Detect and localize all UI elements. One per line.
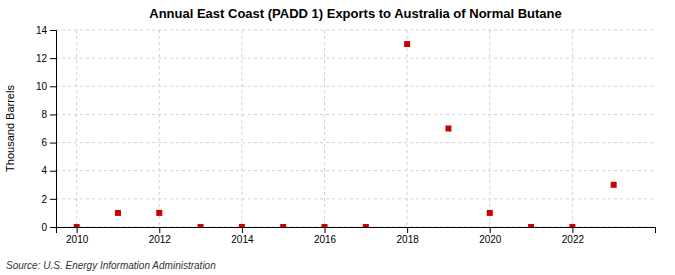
point [528, 224, 534, 227]
tick-mark [159, 227, 160, 233]
grid-line [324, 30, 325, 227]
tick-mark [50, 114, 56, 115]
tick: 2016 [314, 227, 337, 245]
tick-mark [50, 58, 56, 59]
point [611, 182, 617, 188]
tick-label: 2022 [562, 234, 585, 245]
grid-line [56, 142, 655, 143]
tick-mark [50, 143, 56, 144]
grid-line [56, 114, 655, 115]
tick-mark [572, 227, 573, 233]
tick: 8 [41, 109, 56, 120]
tick-label: 4 [41, 165, 47, 176]
grid-line [241, 30, 242, 227]
tick-mark [50, 227, 56, 228]
tick: 2020 [479, 227, 502, 245]
tick: 2010 [66, 227, 89, 245]
tick-label: 12 [36, 53, 48, 64]
tick-label: 6 [41, 137, 47, 148]
point [115, 210, 121, 216]
x-axis: 2010 2012 2014 2016 2018 2020 2022 [57, 227, 656, 245]
tick: 2 [41, 194, 56, 205]
grid-line [56, 58, 655, 59]
tick: 2018 [397, 227, 420, 245]
point [239, 224, 245, 227]
tick-mark [50, 30, 56, 31]
tick-label: 8 [41, 109, 47, 120]
point [280, 224, 286, 227]
plot: 2010 2012 2014 2016 2018 2020 2022 0 2 4 6 8 10 12 14 [36, 25, 656, 245]
chart: 2010 2012 2014 2016 2018 2020 2022 0 2 4 6 8 10 12 14 A… [0, 0, 675, 275]
point [198, 224, 204, 227]
tick-label: 2012 [149, 234, 172, 245]
tick-label: 2018 [397, 234, 420, 245]
points [74, 41, 617, 227]
source: Source: U.S. Energy Information Administ… [6, 260, 216, 271]
point [569, 224, 575, 227]
title: Annual East Coast (PADD 1) Exports to Au… [149, 6, 561, 21]
tick: 12 [36, 53, 56, 64]
tick: 6 [41, 137, 56, 148]
grid-line [56, 170, 655, 171]
point [404, 41, 410, 47]
grid-line [159, 30, 160, 227]
grid-line [76, 30, 77, 227]
point [156, 210, 162, 216]
tick-mark [242, 227, 243, 233]
grid-line [56, 198, 655, 199]
tick: 14 [36, 25, 56, 36]
tick: 2014 [231, 227, 254, 245]
point [363, 224, 369, 227]
tick-label: 14 [36, 25, 48, 36]
point [487, 210, 493, 216]
grid-line [572, 30, 573, 227]
y-axis: 0 2 4 6 8 10 12 14 [36, 25, 57, 233]
axis-line [57, 228, 656, 234]
tick-mark [407, 227, 408, 233]
tick-mark [325, 227, 326, 233]
axis-line [50, 31, 57, 228]
grid-line [489, 30, 490, 227]
tick-label: 10 [36, 81, 48, 92]
grid [56, 30, 655, 227]
point [74, 224, 80, 227]
tick-mark [50, 86, 56, 87]
tick-mark [50, 171, 56, 172]
tick: 4 [41, 165, 56, 176]
point [322, 224, 328, 227]
tick: 2022 [562, 227, 585, 245]
tick: 0 [41, 222, 56, 233]
tick-mark [490, 227, 491, 233]
y-axis-title: Thousand Barrels [4, 85, 16, 172]
grid-line [56, 30, 655, 31]
tick-label: 2014 [231, 234, 254, 245]
point [445, 126, 451, 132]
tick-mark [50, 199, 56, 200]
tick-label: 2 [41, 194, 47, 205]
tick: 10 [36, 81, 56, 92]
tick-label: 2016 [314, 234, 337, 245]
tick-label: 2020 [479, 234, 502, 245]
grid-line [56, 86, 655, 87]
tick: 2012 [149, 227, 172, 245]
tick-label: 0 [41, 222, 47, 233]
grid-line [407, 30, 408, 227]
tick-label: 2010 [66, 234, 89, 245]
tick-mark [77, 227, 78, 233]
